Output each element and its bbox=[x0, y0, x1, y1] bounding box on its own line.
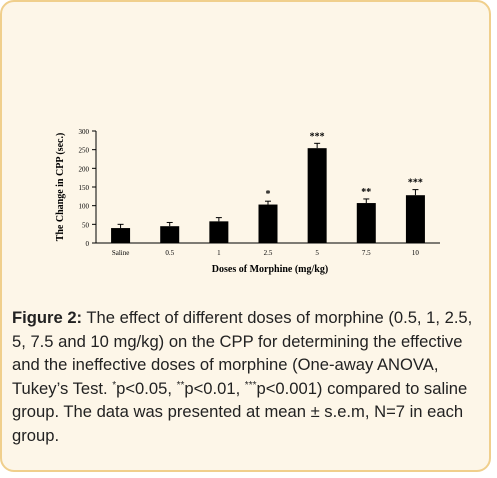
caption-sig1-text: p<0.05, bbox=[116, 378, 177, 398]
x-tick-label: 2.5 bbox=[264, 249, 273, 257]
x-tick-label: 7.5 bbox=[362, 249, 371, 257]
y-tick-label: 200 bbox=[79, 165, 90, 173]
y-tick-label: 250 bbox=[79, 147, 90, 155]
bar bbox=[356, 203, 376, 243]
x-tick-label: 0.5 bbox=[165, 249, 174, 257]
bar bbox=[258, 204, 278, 243]
bar bbox=[160, 226, 180, 243]
bar bbox=[111, 228, 131, 243]
significance-label: * bbox=[266, 189, 271, 200]
x-tick-label: 10 bbox=[412, 249, 420, 257]
caption-sig3-mark: *** bbox=[244, 379, 257, 391]
y-tick-label: 150 bbox=[79, 184, 90, 192]
caption-sig1-mark: * bbox=[112, 379, 117, 391]
figure-caption: Figure 2: The effect of different doses … bbox=[12, 306, 482, 447]
y-axis-ticks: 0 50 100 150 200 250 300 bbox=[79, 128, 96, 248]
caption-text: The effect of different doses of morphin… bbox=[12, 308, 473, 398]
bar bbox=[405, 195, 425, 243]
significance-label: *** bbox=[408, 178, 423, 189]
significance-label: ** bbox=[361, 187, 371, 198]
caption-sig2-mark: ** bbox=[176, 379, 185, 391]
caption-label: Figure 2: bbox=[12, 308, 83, 327]
y-axis-label: The Change in CPP (sec.) bbox=[55, 133, 66, 242]
caption-sig3-text: p<0.001) compared to saline group. The d… bbox=[12, 378, 468, 445]
y-tick-label: 50 bbox=[82, 221, 90, 229]
x-axis-ticks: Saline 0.5 1 2.5 5 7.5 10 bbox=[112, 249, 420, 257]
bar bbox=[209, 221, 229, 243]
x-axis-label: Doses of Morphine (mg/kg) bbox=[212, 264, 328, 275]
caption-sig2-text: p<0.01, bbox=[184, 378, 245, 398]
y-tick-label: 100 bbox=[79, 203, 90, 211]
x-tick-label: 1 bbox=[217, 249, 221, 257]
x-tick-label: Saline bbox=[112, 249, 130, 257]
significance-label: *** bbox=[310, 131, 325, 142]
y-tick-label: 0 bbox=[86, 240, 90, 248]
bar bbox=[307, 148, 327, 243]
chart-bars: ********* bbox=[111, 131, 425, 243]
y-tick-label: 300 bbox=[79, 128, 90, 136]
x-tick-label: 5 bbox=[315, 249, 319, 257]
